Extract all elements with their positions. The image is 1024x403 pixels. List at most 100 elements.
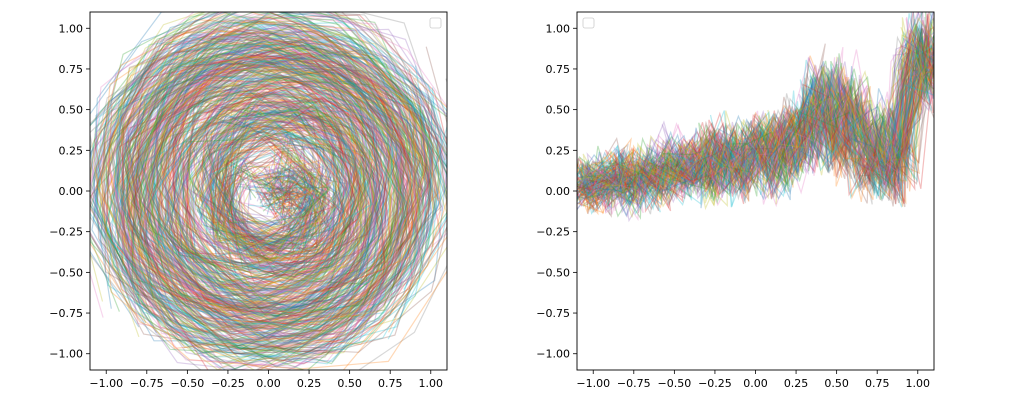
series-line	[577, 57, 924, 202]
series-line	[121, 31, 422, 325]
series-line	[577, 51, 934, 209]
series-line	[112, 50, 411, 327]
series-line	[577, 51, 934, 201]
series-line	[579, 28, 934, 208]
series-line	[577, 13, 932, 194]
series-line	[123, 42, 419, 317]
series-line	[578, 15, 934, 198]
series-line	[104, 44, 440, 358]
series-line	[581, 51, 926, 207]
series-line	[577, 12, 934, 214]
series-line	[130, 52, 413, 314]
series-line	[578, 17, 926, 207]
series-line	[134, 32, 430, 319]
series-line	[128, 46, 433, 324]
series-line	[585, 24, 928, 199]
series-line	[577, 49, 934, 213]
series-line	[90, 13, 445, 370]
series-line	[578, 75, 934, 205]
series-line	[583, 39, 922, 215]
series-line	[101, 33, 431, 365]
series-line	[579, 33, 934, 200]
series-line	[577, 34, 929, 200]
series-line	[112, 12, 447, 343]
series-line	[94, 16, 425, 337]
series-line	[90, 12, 427, 362]
series-line	[582, 18, 934, 220]
series-line	[577, 40, 934, 191]
series-line	[588, 46, 934, 200]
series-line	[115, 41, 430, 346]
series-line	[138, 64, 400, 306]
series-line	[90, 14, 447, 349]
y-tick-label: −1.00	[49, 348, 83, 361]
series-line	[107, 21, 447, 345]
series-line	[586, 51, 934, 215]
series-line	[577, 16, 934, 205]
series-line	[90, 17, 430, 347]
series-line	[122, 47, 415, 345]
series-line	[106, 16, 447, 365]
series-line	[577, 47, 934, 205]
y-tick-label: −0.75	[536, 307, 570, 320]
series-line	[577, 29, 930, 214]
x-tick-label: 0.50	[824, 377, 849, 390]
series-line	[113, 27, 440, 342]
series-line	[102, 42, 433, 349]
series-line	[577, 20, 934, 205]
series-line	[117, 12, 436, 334]
series-line	[93, 12, 446, 370]
series-line	[586, 34, 928, 209]
series-line	[133, 59, 413, 321]
series-line	[577, 41, 934, 216]
series-line	[105, 30, 440, 347]
series-line	[577, 44, 926, 205]
series-line	[579, 31, 934, 208]
series-line	[581, 12, 932, 200]
series-line	[105, 27, 424, 339]
series-line	[112, 14, 447, 348]
series-line	[113, 32, 430, 367]
series-line	[577, 45, 931, 208]
series-line	[577, 28, 934, 202]
series-line	[586, 76, 928, 210]
series-line	[580, 27, 934, 218]
y-tick-label: −0.50	[536, 266, 570, 279]
series-line	[580, 47, 934, 207]
series-line	[140, 52, 419, 311]
series-line	[97, 20, 447, 353]
series-line	[153, 41, 417, 328]
series-line	[577, 13, 933, 203]
series-line	[577, 63, 933, 211]
y-tick-label: −0.25	[49, 226, 83, 239]
series-line	[580, 41, 934, 213]
series-line	[128, 34, 413, 341]
series-line	[122, 43, 430, 329]
series-line	[90, 24, 447, 369]
series-line	[129, 51, 419, 335]
series-line	[579, 52, 934, 205]
series-line	[119, 47, 406, 307]
series-line	[129, 78, 397, 308]
series-line	[584, 37, 934, 197]
series-line	[125, 20, 427, 333]
series-line	[105, 27, 439, 370]
series-line	[93, 12, 447, 367]
series-line	[577, 12, 922, 207]
y-tick-label: 0.75	[59, 63, 84, 76]
series-line	[578, 46, 934, 206]
series-line	[96, 15, 447, 370]
series-line	[579, 53, 934, 216]
series-line	[137, 59, 404, 313]
series-line	[143, 46, 408, 341]
series-line	[103, 35, 447, 353]
series-line	[116, 41, 439, 354]
series-line	[90, 16, 447, 364]
series-line	[118, 35, 411, 305]
series-line	[582, 26, 934, 206]
series-line	[122, 53, 422, 331]
series-line	[91, 19, 447, 355]
series-line	[577, 27, 923, 212]
series-line	[130, 59, 436, 330]
series-line	[90, 12, 447, 370]
